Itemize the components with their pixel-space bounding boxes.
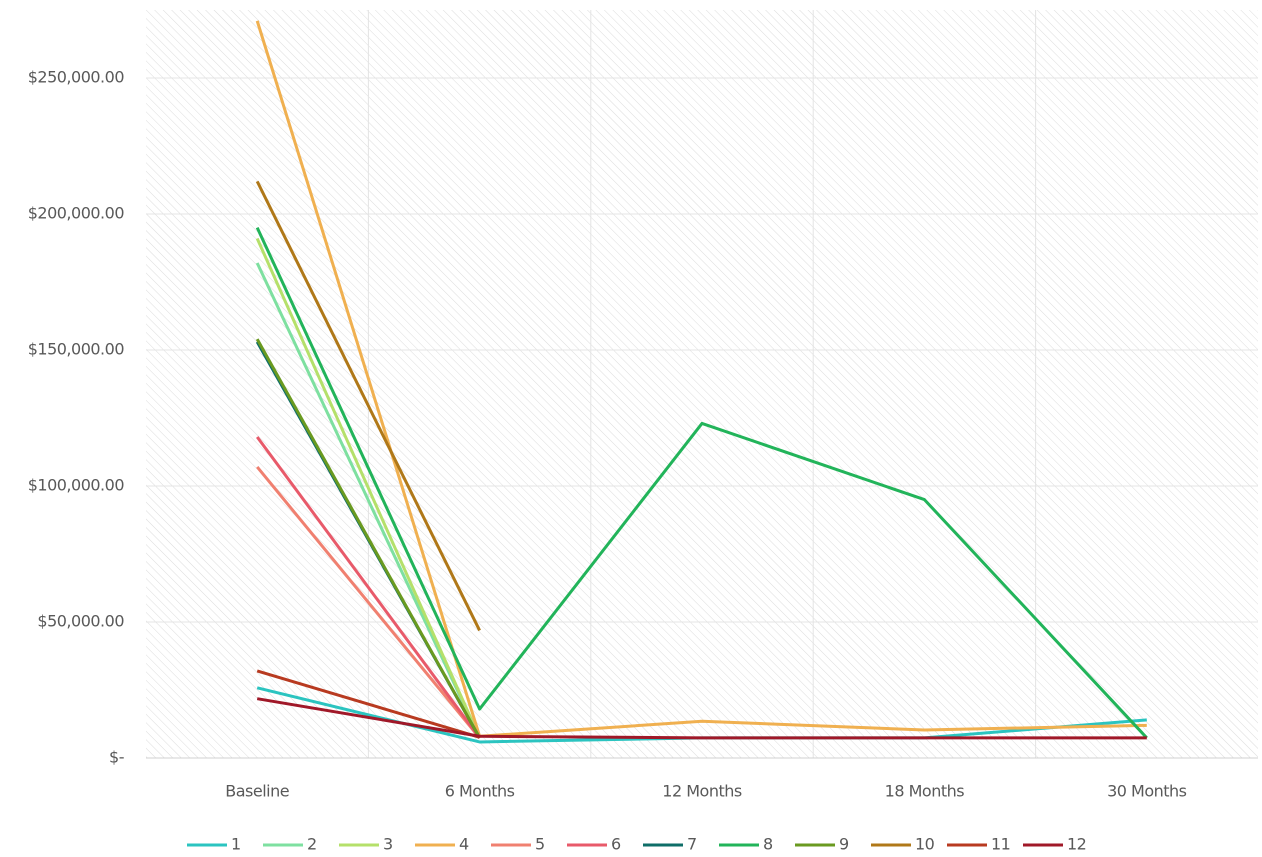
legend-label: 9 <box>839 835 849 854</box>
legend-label: 3 <box>383 835 393 854</box>
series-line <box>256 669 481 739</box>
series-line <box>255 20 1147 738</box>
x-tick-label: 18 Months <box>885 782 965 801</box>
y-tick-label: $100,000.00 <box>28 476 125 495</box>
plot-area <box>146 10 1258 758</box>
legend-label: 1 <box>231 835 241 854</box>
legend-label: 12 <box>1067 835 1086 854</box>
series-line <box>256 697 1147 740</box>
legend-label: 4 <box>459 835 469 854</box>
x-tick-label: 12 Months <box>662 782 742 801</box>
series-line <box>255 338 481 739</box>
series-line <box>255 180 481 632</box>
x-tick-label: 6 Months <box>445 782 515 801</box>
legend-label: 7 <box>687 835 697 854</box>
x-tick-label: 30 Months <box>1107 782 1187 801</box>
x-tick-label: Baseline <box>225 782 289 801</box>
y-tick-label: $200,000.00 <box>28 204 125 223</box>
series-line <box>255 262 481 739</box>
legend-label: 2 <box>307 835 317 854</box>
y-tick-label: $250,000.00 <box>28 68 125 87</box>
legend-label: 10 <box>915 835 935 854</box>
legend-label: 11 <box>991 835 1010 854</box>
legend-label: 5 <box>535 835 545 854</box>
series-line <box>255 226 1148 739</box>
legend-label: 8 <box>763 835 773 854</box>
legend-label: 6 <box>611 835 621 854</box>
y-tick-label: $- <box>109 748 124 767</box>
y-tick-label: $150,000.00 <box>28 340 125 359</box>
series-line <box>255 436 481 739</box>
series-line <box>256 466 481 739</box>
series-line <box>255 237 481 739</box>
y-tick-label: $50,000.00 <box>37 612 124 631</box>
